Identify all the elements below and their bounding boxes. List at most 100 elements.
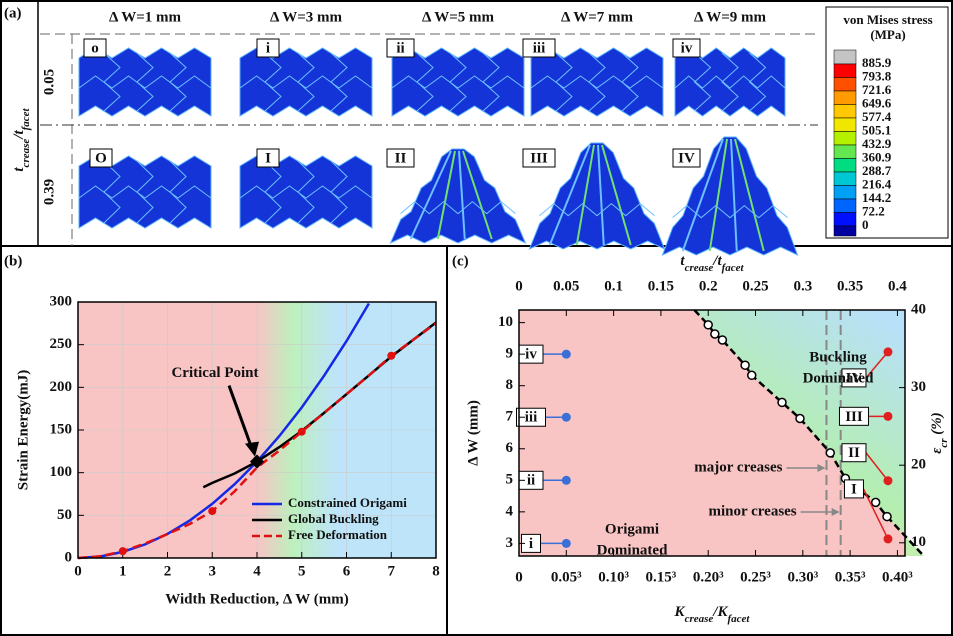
boundary-point	[826, 449, 834, 457]
x-top-tick-label: 0	[515, 278, 523, 294]
boundary-point	[711, 330, 719, 338]
panel-label: (c)	[452, 253, 469, 269]
annotation: Critical Point	[171, 365, 258, 381]
figure: (a) von Mises stress (MPa) Δ W=1 mm Δ W=3…	[0, 0, 953, 636]
x-tick-label: 7	[388, 563, 396, 579]
region-label: Dominated	[803, 370, 874, 386]
case-label: ii	[527, 473, 535, 489]
panel-label: (a)	[4, 5, 22, 21]
row-label: 0.05	[41, 69, 57, 95]
column-header: Δ W=3 mm	[270, 9, 343, 25]
x-axis-label-part: facet	[727, 613, 750, 625]
case-label: I	[851, 481, 857, 497]
row-axis-label-part: crease	[20, 139, 32, 168]
y-tick-label: 150	[50, 421, 73, 437]
x-tick-label: 0.10³	[598, 569, 629, 585]
column-header: Δ W=7 mm	[561, 9, 634, 25]
column-header: Δ W=9 mm	[694, 9, 767, 25]
legend-label: Global Buckling	[288, 511, 379, 526]
y-tick-label: 200	[50, 379, 73, 395]
x-top-axis-label-part: crease	[685, 262, 714, 274]
case-label: III	[530, 150, 548, 166]
case-label: iv	[681, 40, 693, 56]
x-axis-label: Width Reduction, Δ W (mm)	[165, 591, 348, 607]
y-tick-label: 10	[498, 314, 513, 330]
x-tick-label: 0	[74, 563, 82, 579]
y-tick-label: 100	[50, 464, 73, 480]
x-axis-label-part: crease	[685, 613, 714, 625]
data-point	[562, 476, 571, 485]
boundary-point	[778, 398, 786, 406]
boundary-point	[872, 498, 880, 506]
y-tick-label: 6	[506, 440, 514, 456]
case-label: III	[845, 409, 863, 425]
legend-label: Constrained Origami	[288, 495, 407, 510]
colorbar-swatch	[834, 172, 856, 186]
colorbar-swatch	[834, 145, 856, 159]
x-tick-label: 0.15³	[646, 569, 677, 585]
colorbar-swatch	[834, 213, 856, 227]
case-label: iii	[533, 40, 546, 56]
colorbar-title: von Mises stress	[843, 12, 932, 27]
crease-label: major creases	[694, 459, 782, 475]
y-tick-label: 4	[506, 503, 514, 519]
y-tick-label: 9	[506, 346, 514, 362]
data-point	[562, 539, 571, 548]
colorbar-swatch	[834, 199, 856, 213]
case-label: II	[848, 445, 860, 461]
y-tick-label: 7	[506, 409, 514, 425]
region-label: Buckling	[809, 349, 867, 365]
x-tick-label: 0.30³	[787, 569, 818, 585]
x-tick-label: 4	[253, 563, 261, 579]
x-top-axis-label: tcrease/tfacet	[680, 253, 744, 273]
x-tick-label: 0.35³	[835, 569, 866, 585]
x-tick-label: 2	[164, 563, 172, 579]
x-top-axis-label-part: facet	[722, 262, 745, 274]
data-point	[298, 428, 306, 436]
y2-tick-label: 30	[911, 379, 926, 395]
colorbar-unit: (MPa)	[870, 27, 905, 42]
origami-shape	[675, 48, 785, 116]
x-axis-label: Kcrease/Kfacet	[674, 604, 751, 624]
y-tick-label: 0	[65, 549, 73, 565]
row-axis-label: tcrease/tfacet	[11, 107, 31, 171]
x-tick-label: 0	[515, 569, 523, 585]
x-tick-label: 5	[298, 563, 306, 579]
y-axis-label: Strain Energy(mJ)	[15, 370, 31, 490]
case-label: IV	[678, 150, 695, 166]
x-tick-label: 0.25³	[740, 569, 771, 585]
y-tick-label: 250	[50, 336, 73, 352]
crease-label: minor creases	[708, 503, 796, 519]
boundary-point	[883, 513, 891, 521]
case-label: II	[395, 150, 407, 166]
case-label: I	[265, 150, 271, 166]
x-top-tick-label: 0.4	[888, 278, 907, 294]
column-header: Δ W=1 mm	[109, 9, 182, 25]
data-point	[387, 352, 395, 360]
case-label: i	[266, 40, 270, 56]
case-label: iii	[525, 410, 538, 426]
panel-label: (b)	[4, 253, 22, 269]
data-point	[883, 412, 892, 421]
colorbar-swatch	[834, 118, 856, 132]
x-top-tick-label: 0.2	[699, 278, 718, 294]
origami-shape	[531, 48, 663, 116]
boundary-point	[718, 336, 726, 344]
case-label: o	[91, 40, 99, 56]
y2-axis-label-part: (%)	[929, 412, 945, 438]
colorbar-swatch	[834, 132, 856, 146]
data-point	[208, 507, 216, 515]
colorbar-swatch	[834, 186, 856, 200]
colorbar-swatch	[834, 50, 856, 64]
x-tick-label: 1	[119, 563, 127, 579]
boundary-point	[704, 321, 712, 329]
origami-shape	[240, 48, 372, 116]
x-tick-label: 3	[209, 563, 217, 579]
y-tick-label: 3	[506, 535, 514, 551]
x-tick-label: 6	[343, 563, 351, 579]
y2-tick-label: 20	[911, 457, 926, 473]
case-label: O	[95, 150, 107, 166]
x-tick-label: 0.05³	[551, 569, 582, 585]
region-label: Origami	[605, 521, 659, 537]
legend-label: Free Deformation	[288, 527, 388, 542]
